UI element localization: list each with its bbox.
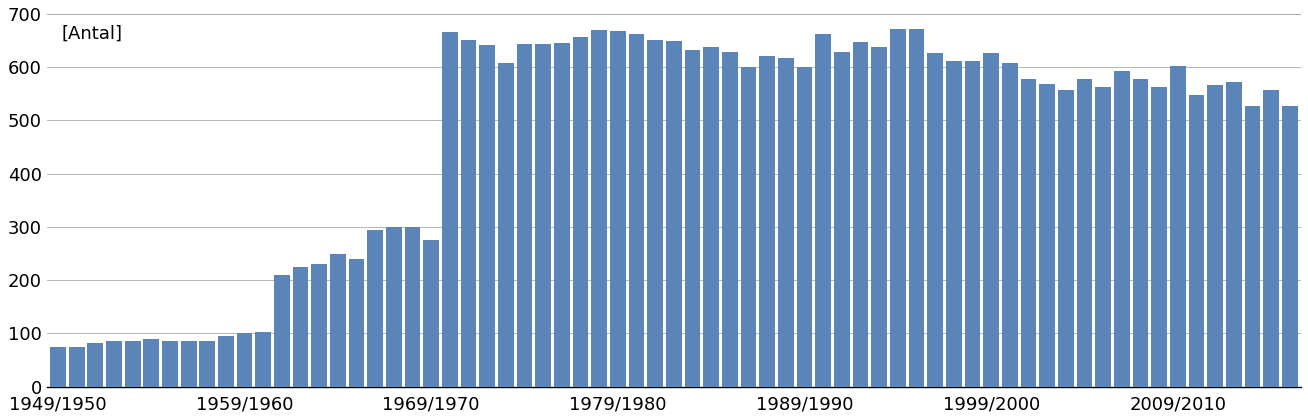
Bar [927,53,943,387]
Bar [106,341,122,387]
Bar [722,52,738,387]
Bar [555,43,570,387]
Bar [964,61,981,387]
Bar [199,341,215,387]
Bar [424,240,439,387]
Bar [311,264,327,387]
Bar [797,67,812,387]
Bar [573,37,589,387]
Bar [946,61,961,387]
Bar [460,39,476,387]
Bar [293,267,309,387]
Bar [1226,82,1241,387]
Bar [1133,79,1148,387]
Bar [629,34,645,387]
Bar [255,332,271,387]
Bar [404,227,420,387]
Bar [835,52,850,387]
Bar [88,343,103,387]
Bar [273,275,290,387]
Bar [1076,79,1092,387]
Bar [349,259,365,387]
Bar [1189,95,1205,387]
Bar [666,41,681,387]
Bar [162,341,178,387]
Bar [330,254,345,387]
Bar [124,341,140,387]
Bar [218,336,234,387]
Bar [778,58,794,387]
Bar [181,341,196,387]
Bar [984,53,999,387]
Bar [386,227,402,387]
Bar [442,32,458,387]
Bar [1264,90,1279,387]
Bar [853,42,869,387]
Bar [591,30,607,387]
Bar [1114,71,1130,387]
Bar [498,63,514,387]
Bar [1002,63,1018,387]
Bar [610,31,625,387]
Bar [535,44,551,387]
Bar [68,347,85,387]
Bar [517,44,532,387]
Bar [889,29,906,387]
Bar [1282,106,1298,387]
Bar [1020,79,1036,387]
Bar [50,347,65,387]
Bar [1040,84,1056,387]
Bar [1245,106,1261,387]
Bar [647,39,663,387]
Bar [759,56,776,387]
Text: [Antal]: [Antal] [61,25,123,43]
Bar [1207,85,1223,387]
Bar [704,47,719,387]
Bar [368,230,383,387]
Bar [909,29,925,387]
Bar [1169,66,1186,387]
Bar [740,67,756,387]
Bar [815,34,831,387]
Bar [144,339,160,387]
Bar [1151,87,1167,387]
Bar [1058,90,1074,387]
Bar [479,45,496,387]
Bar [237,333,252,387]
Bar [1095,87,1110,387]
Bar [684,50,701,387]
Bar [871,47,887,387]
